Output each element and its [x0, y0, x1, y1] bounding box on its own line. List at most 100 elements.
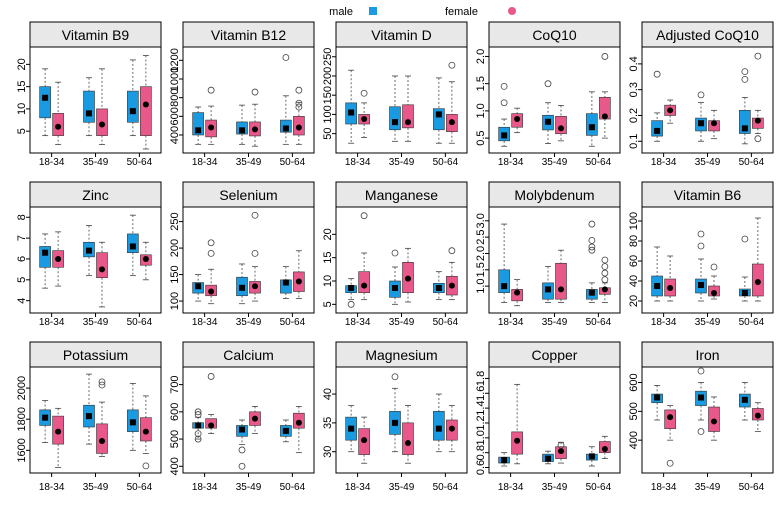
outlier-point-female — [98, 378, 106, 386]
outlier-point-male — [588, 246, 596, 254]
ytick-label: 600 — [169, 403, 181, 421]
ytick-label: 1.0 — [475, 430, 487, 445]
outlier-point-female — [295, 99, 303, 107]
outlier-point-female — [666, 459, 674, 467]
ytick-label: 0.8 — [475, 445, 487, 460]
legend-marker-male — [369, 7, 377, 15]
box-male — [39, 86, 51, 119]
xtick-label: 35-49 — [83, 157, 109, 168]
ytick-label: 600 — [628, 373, 640, 391]
outlier-point-female — [251, 88, 259, 96]
median-marker-male — [42, 94, 49, 101]
panel-title-adjusted-coq10: Adjusted CoQ10 — [656, 27, 759, 43]
panel-frame-adjusted-coq10 — [641, 46, 774, 154]
ytick-label: 8 — [16, 214, 28, 220]
xtick-label: 18-34 — [345, 157, 371, 168]
ytick-label: 500 — [628, 402, 640, 420]
median-marker-male — [42, 249, 49, 256]
outlier-point-female — [710, 263, 718, 271]
ytick-label: 2.5 — [475, 229, 487, 244]
xtick-label: 50-64 — [127, 157, 153, 168]
xtick-label: 18-34 — [498, 157, 524, 168]
median-marker-female — [754, 412, 761, 419]
ytick-label: 200 — [322, 67, 334, 85]
ytick-label: 5 — [322, 301, 334, 307]
ytick-label: 1.6 — [475, 386, 487, 401]
ytick-label: 0.3 — [628, 82, 640, 97]
outlier-point-female — [207, 373, 215, 380]
median-marker-male — [86, 247, 92, 254]
median-marker-male — [86, 413, 92, 420]
box-female — [402, 104, 414, 129]
median-marker-female — [514, 437, 521, 444]
box-male — [739, 110, 751, 134]
median-marker-male — [239, 284, 245, 291]
panel-header-vitamin-b9 — [29, 21, 162, 48]
median-marker-male — [348, 425, 355, 432]
median-marker-male — [282, 427, 289, 434]
xtick-label: 50-64 — [739, 482, 765, 493]
outlier-point-male — [194, 408, 202, 416]
outlier-point-female — [601, 276, 609, 284]
ytick-label: 20 — [322, 228, 334, 240]
outlier-point-female — [207, 86, 215, 94]
median-marker-male — [195, 283, 202, 290]
xtick-label: 35-49 — [695, 317, 721, 328]
median-marker-male — [698, 120, 704, 127]
median-marker-male — [501, 283, 508, 290]
xtick-label: 35-49 — [695, 157, 721, 168]
box-male — [39, 246, 51, 268]
median-marker-female — [142, 428, 149, 435]
ytick-label: 1.2 — [475, 415, 487, 430]
median-marker-female — [55, 428, 62, 435]
median-marker-female — [448, 425, 455, 432]
ytick-label: 2000 — [16, 376, 28, 400]
ytick-label: 1.5 — [475, 262, 487, 277]
outlier-point-male — [588, 243, 596, 251]
xtick-label: 50-64 — [127, 482, 153, 493]
xtick-label: 18-34 — [498, 482, 524, 493]
outlier-point-female — [98, 381, 106, 389]
panel-title-coq10: CoQ10 — [532, 27, 577, 43]
ytick-label: 6 — [16, 256, 28, 262]
panel-frame-manganese — [335, 206, 468, 314]
xtick-label: 35-49 — [83, 482, 109, 493]
panel-frame-iron — [641, 366, 774, 474]
ytick-label: 1.0 — [475, 103, 487, 118]
ytick-label: 400 — [169, 126, 181, 144]
panel-frame-magnesium — [335, 366, 468, 474]
xtick-label: 18-34 — [39, 317, 65, 328]
panel-title-potassium: Potassium — [63, 347, 128, 363]
panel-title-selenium: Selenium — [219, 187, 277, 203]
median-marker-female — [601, 113, 608, 120]
xtick-label: 50-64 — [433, 157, 459, 168]
median-marker-female — [405, 119, 411, 126]
outlier-point-male — [500, 82, 508, 90]
median-marker-male — [545, 118, 551, 125]
outlier-point-female — [754, 135, 762, 143]
panel-header-calcium — [182, 341, 315, 368]
ytick-label: 4 — [16, 298, 28, 304]
ytick-label: 35 — [322, 417, 334, 429]
outlier-point-female — [754, 52, 762, 60]
panel-frame-selenium — [182, 206, 315, 314]
ytick-label: 1.4 — [475, 400, 487, 415]
ytick-label: 700 — [169, 375, 181, 393]
ytick-label: 0.2 — [628, 108, 640, 123]
xtick-label: 18-34 — [39, 482, 65, 493]
panel-title-vitamin-b9: Vitamin B9 — [62, 27, 130, 43]
xtick-label: 50-64 — [586, 317, 612, 328]
median-marker-female — [295, 419, 302, 426]
box-female — [555, 262, 567, 300]
box-male — [127, 233, 139, 254]
panel-title-molybdenum: Molybdenum — [514, 187, 594, 203]
median-marker-female — [754, 117, 761, 124]
outlier-point-female — [142, 462, 150, 470]
box-female — [358, 271, 370, 293]
ytick-label: 1.5 — [475, 76, 487, 91]
outlier-point-female — [207, 249, 215, 257]
panel-title-iron: Iron — [695, 347, 719, 363]
xtick-label: 35-49 — [695, 482, 721, 493]
xtick-label: 18-34 — [498, 317, 524, 328]
